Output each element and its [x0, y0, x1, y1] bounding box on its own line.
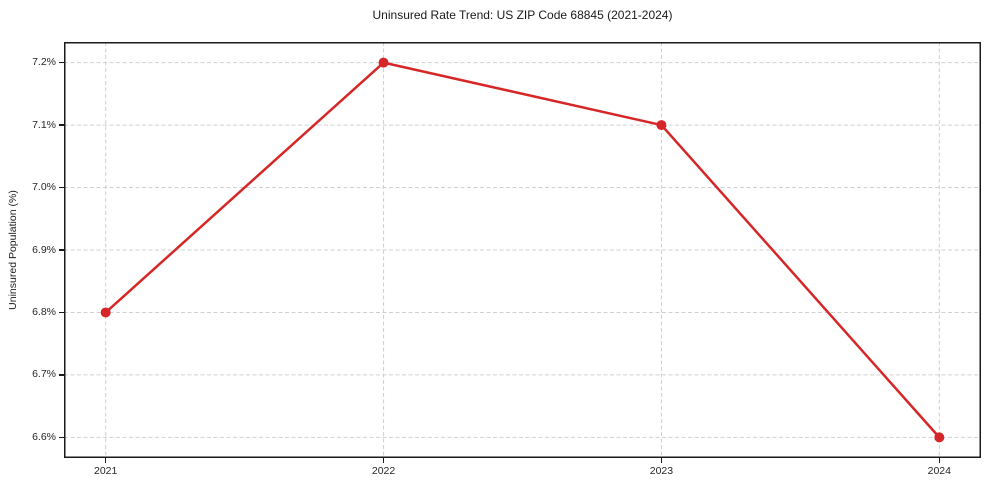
y-tick-label: 7.1%: [32, 118, 56, 131]
x-tick-label: 2022: [371, 465, 396, 477]
y-tick-label: 7.0%: [32, 181, 56, 194]
data-point-2023: [656, 120, 667, 131]
y-tick-label: 6.9%: [32, 243, 56, 256]
data-point-2024: [934, 432, 945, 443]
y-tick-mark: [59, 62, 64, 64]
data-point-2021: [100, 307, 111, 318]
y-tick-mark: [59, 311, 64, 314]
y-tick-label: 6.7%: [32, 368, 56, 381]
x-tick-label: 2023: [649, 465, 674, 477]
y-tick-mark: [59, 374, 64, 376]
x-tick-mark: [382, 458, 385, 463]
y-tick-mark: [59, 249, 64, 251]
y-tick-label: 6.8%: [32, 305, 56, 318]
x-tick-mark: [105, 458, 107, 463]
x-tick-mark: [938, 458, 940, 463]
x-tick-label: 2024: [927, 465, 951, 477]
y-tick-label: 7.2%: [32, 56, 56, 69]
y-tick-label: 6.6%: [32, 430, 56, 443]
data-point-2022: [378, 57, 389, 68]
y-tick-mark: [59, 124, 64, 126]
plot-border: [64, 42, 981, 458]
y-tick-mark: [59, 436, 64, 438]
plot-canvas: [64, 42, 981, 458]
y-tick-mark: [59, 186, 64, 189]
x-tick-mark: [660, 458, 663, 463]
chart-title: Uninsured Rate Trend: US ZIP Code 68845 …: [372, 8, 673, 22]
x-tick-label: 2021: [93, 465, 118, 477]
trend-line: [104, 61, 941, 439]
plot-area: [64, 42, 981, 458]
